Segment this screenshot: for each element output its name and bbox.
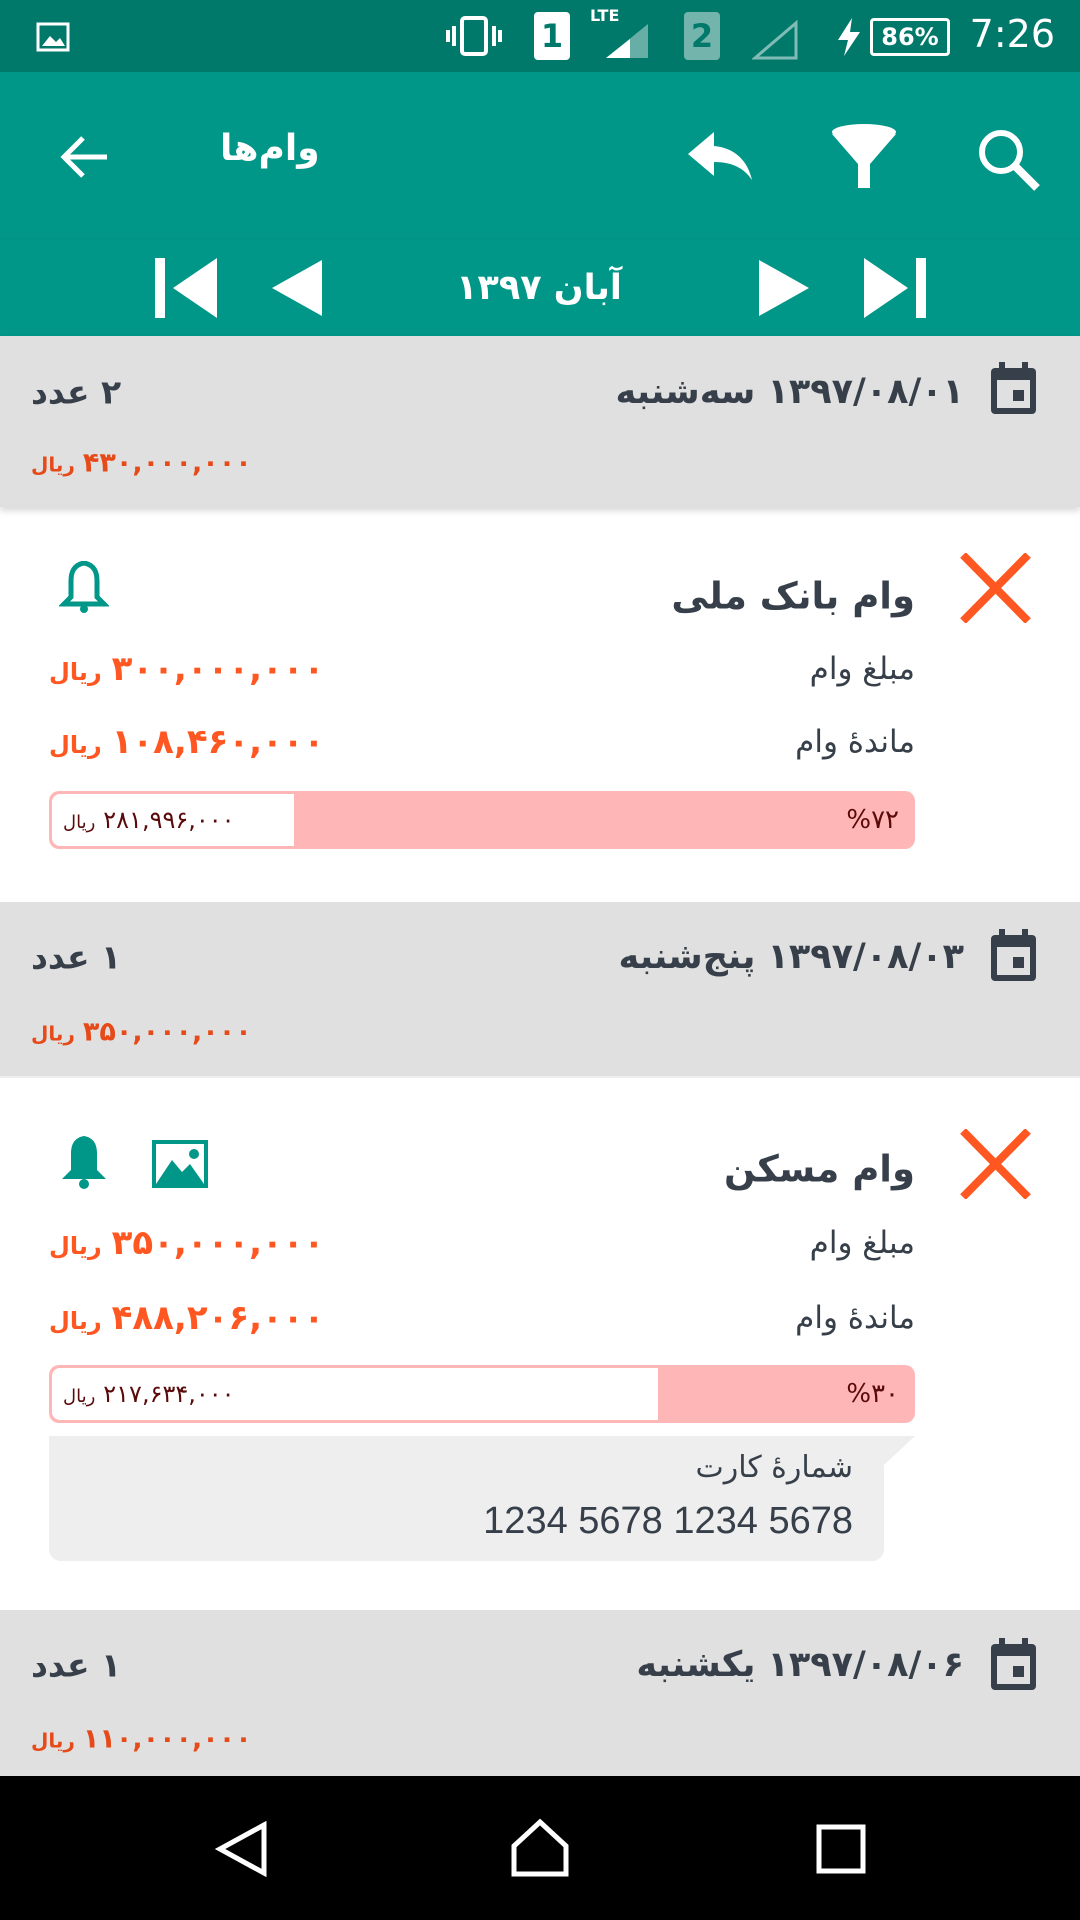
toolbar: وام‌ها xyxy=(0,72,1080,240)
remain-label: ماندهٔ وام xyxy=(795,724,915,760)
group-total-value: ۱۱۰,۰۰۰,۰۰۰ xyxy=(82,1723,252,1755)
remain-label: ماندهٔ وام xyxy=(795,1300,915,1336)
nav-home-icon[interactable] xyxy=(510,1818,570,1878)
page-title: وام‌ها xyxy=(220,128,320,169)
progress-bar: ریال ۲۸۱,۹۹۶,۰۰۰ %۷۲ xyxy=(49,791,915,849)
back-arrow-icon[interactable] xyxy=(59,134,109,180)
calendar-icon xyxy=(991,929,1036,981)
reply-icon[interactable] xyxy=(686,130,754,182)
next-icon[interactable] xyxy=(759,260,809,316)
bell-outline-icon[interactable] xyxy=(59,561,109,613)
currency-label: ریال xyxy=(49,1307,102,1335)
group-header[interactable]: ۱۳۹۷/۰۸/۰۳ پنج‌شنبه ۱ عدد ریال ۳۵۰,۰۰۰,۰۰… xyxy=(0,902,1080,1078)
loan-card[interactable]: وام مسکن مبلغ وام ریال ۳۵۰,۰۰۰,۰۰۰ ماندهٔ… xyxy=(0,1078,1080,1608)
image-attachment-icon[interactable] xyxy=(152,1140,208,1188)
clock: 7:26 xyxy=(969,12,1055,56)
currency-label: ریال xyxy=(49,658,102,686)
group-header[interactable]: ۱۳۹۷/۰۸/۰۱ سه‌شنبه ۲ عدد ریال ۴۳۰,۰۰۰,۰۰۰ xyxy=(0,336,1080,507)
signal-empty-icon xyxy=(752,20,798,60)
image-notification-icon xyxy=(36,22,70,52)
currency-label: ریال xyxy=(63,812,96,833)
group-count: ۱ عدد xyxy=(31,937,122,977)
currency-label: ریال xyxy=(31,1728,75,1753)
currency-label: ریال xyxy=(49,731,102,759)
amount-label: مبلغ وام xyxy=(809,651,915,687)
group-date: ۱۳۹۷/۰۸/۰۶ یکشنبه xyxy=(636,1645,964,1685)
nav-back-icon[interactable] xyxy=(214,1821,270,1877)
last-icon[interactable] xyxy=(864,258,926,318)
group-total: ریال ۴۳۰,۰۰۰,۰۰۰ xyxy=(31,448,252,479)
currency-label: ریال xyxy=(63,1386,96,1407)
progress-percent: %۷۲ xyxy=(846,805,899,835)
currency-label: ریال xyxy=(49,1232,102,1260)
progress-remaining xyxy=(52,794,295,846)
currency-label: ریال xyxy=(31,452,75,477)
charging-icon xyxy=(838,18,860,56)
loan-remain: ریال ۱۰۸,۴۶۰,۰۰۰ xyxy=(49,722,324,762)
group-date: ۱۳۹۷/۰۸/۰۳ پنج‌شنبه xyxy=(618,937,964,977)
bubble-tail xyxy=(883,1436,915,1466)
card-number-label: شمارهٔ کارت xyxy=(695,1450,853,1485)
previous-icon[interactable] xyxy=(272,260,322,316)
loan-remain-value: ۴۸۸,۲۰۶,۰۰۰ xyxy=(111,1298,325,1338)
progress-remaining xyxy=(52,1368,659,1420)
group-count: ۲ عدد xyxy=(31,372,122,412)
first-icon[interactable] xyxy=(155,258,217,318)
loan-amount-value: ۳۰۰,۰۰۰,۰۰۰ xyxy=(111,649,325,689)
loan-card[interactable]: وام بانک ملی مبلغ وام ریال ۳۰۰,۰۰۰,۰۰۰ ما… xyxy=(0,507,1080,900)
currency-label: ریال xyxy=(31,1021,75,1046)
calendar-icon xyxy=(991,362,1036,414)
calendar-icon xyxy=(991,1638,1036,1690)
amount-label: مبلغ وام xyxy=(809,1225,915,1261)
loan-title: وام مسکن xyxy=(723,1147,915,1191)
loan-amount: ریال ۳۰۰,۰۰۰,۰۰۰ xyxy=(49,649,324,689)
group-total: ریال ۱۱۰,۰۰۰,۰۰۰ xyxy=(31,1724,252,1755)
group-total-value: ۴۳۰,۰۰۰,۰۰۰ xyxy=(82,447,252,479)
nav-recents-icon[interactable] xyxy=(816,1824,866,1874)
group-count: ۱ عدد xyxy=(31,1645,122,1685)
network-type: LTE xyxy=(590,6,620,25)
vibrate-icon xyxy=(446,16,502,56)
loan-amount-value: ۳۵۰,۰۰۰,۰۰۰ xyxy=(111,1223,325,1263)
sim1-icon: 1 xyxy=(534,12,570,60)
loan-remain-value: ۱۰۸,۴۶۰,۰۰۰ xyxy=(111,722,325,762)
group-total-value: ۳۵۰,۰۰۰,۰۰۰ xyxy=(82,1016,252,1048)
status-bar: 1 LTE 2 86% 7:26 xyxy=(0,0,1080,72)
search-icon[interactable] xyxy=(975,126,1041,192)
card-number: 1234 5678 1234 5678 xyxy=(483,1500,853,1542)
system-nav-bar xyxy=(0,1776,1080,1920)
delete-icon[interactable] xyxy=(959,1129,1032,1199)
sim2-icon: 2 xyxy=(684,12,720,60)
loan-remain: ریال ۴۸۸,۲۰۶,۰۰۰ xyxy=(49,1298,324,1338)
month-navigator: آبان ۱۳۹۷ xyxy=(0,240,1080,336)
bell-filled-icon[interactable] xyxy=(59,1134,109,1190)
filter-icon[interactable] xyxy=(830,122,898,190)
progress-amount: ۲۱۷,۶۳۴,۰۰۰ xyxy=(103,1380,235,1408)
loan-title: وام بانک ملی xyxy=(671,574,915,618)
month-label: آبان ۱۳۹۷ xyxy=(456,268,622,308)
progress-amount: ۲۸۱,۹۹۶,۰۰۰ xyxy=(103,806,235,834)
group-date: ۱۳۹۷/۰۸/۰۱ سه‌شنبه xyxy=(615,372,964,412)
signal-icon xyxy=(606,24,648,58)
delete-icon[interactable] xyxy=(959,553,1032,623)
progress-percent: %۳۰ xyxy=(846,1379,899,1409)
group-total: ریال ۳۵۰,۰۰۰,۰۰۰ xyxy=(31,1017,252,1048)
progress-bar: ریال ۲۱۷,۶۳۴,۰۰۰ %۳۰ xyxy=(49,1365,915,1423)
group-header[interactable]: ۱۳۹۷/۰۸/۰۶ یکشنبه ۱ عدد ریال ۱۱۰,۰۰۰,۰۰۰ xyxy=(0,1610,1080,1776)
battery-icon: 86% xyxy=(870,18,950,56)
card-number-box: شمارهٔ کارت 1234 5678 1234 5678 xyxy=(49,1436,915,1561)
loan-amount: ریال ۳۵۰,۰۰۰,۰۰۰ xyxy=(49,1223,324,1263)
